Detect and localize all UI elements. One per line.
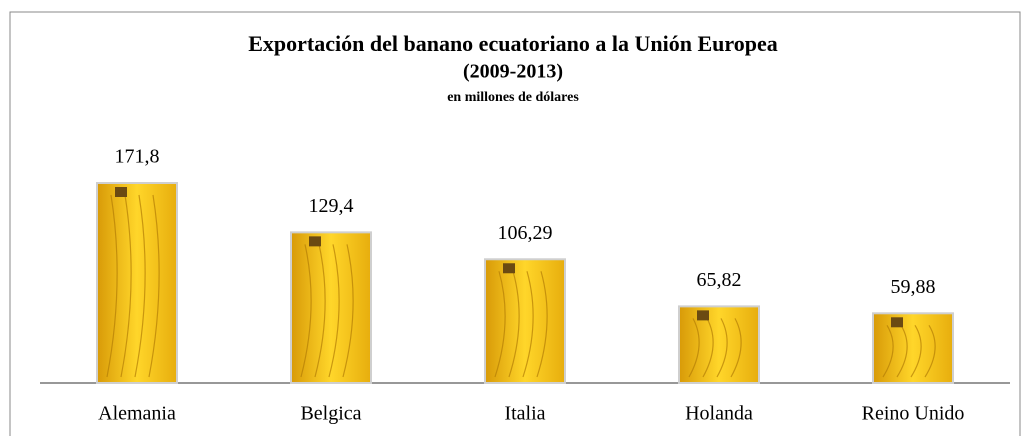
banana-outline: [120, 194, 132, 378]
unit-label: en millones de dólares: [447, 90, 579, 105]
banana-outline: [910, 324, 922, 378]
banana-stem: [891, 317, 903, 328]
banana-outline: [342, 244, 354, 378]
banana-outline: [924, 324, 936, 378]
banana-outline: [896, 324, 908, 378]
banana-outline: [106, 194, 118, 378]
banana-outline: [730, 318, 742, 378]
banana-outline: [508, 271, 520, 378]
banana-stem: [503, 263, 515, 274]
x-tick-label: Belgica: [300, 403, 361, 425]
banana-stem: [115, 187, 127, 197]
banana-outline: [494, 271, 506, 378]
banana-outline: [702, 318, 714, 378]
value-label: 171,8: [115, 146, 160, 168]
value-label: 106,29: [498, 222, 553, 244]
bar: [290, 231, 372, 384]
chart-title: Exportación del banano ecuatoriano a la …: [248, 31, 778, 56]
value-label: 65,82: [697, 269, 742, 291]
bar: [678, 305, 760, 384]
banana-stem: [697, 310, 709, 321]
banana-stem: [309, 236, 321, 247]
banana-outline: [716, 318, 728, 378]
value-label: 129,4: [309, 195, 354, 217]
x-tick-label: Alemania: [98, 403, 176, 425]
banana-outline: [148, 194, 160, 378]
banana-outline: [134, 194, 146, 378]
banana-outline: [688, 318, 700, 378]
bar: [484, 258, 566, 384]
banana-outline: [328, 244, 340, 378]
value-label: 59,88: [891, 276, 936, 298]
x-tick-label: Holanda: [685, 403, 753, 425]
bar: [96, 182, 178, 384]
banana-outline: [314, 244, 326, 378]
chart-subtitle: (2009-2013): [463, 61, 563, 83]
banana-outline: [882, 324, 894, 378]
banana-outline: [300, 244, 312, 378]
banana-outline: [536, 271, 548, 378]
banana-outline: [522, 271, 534, 378]
x-tick-label: Italia: [504, 403, 545, 425]
x-tick-label: Reino Unido: [862, 403, 965, 425]
